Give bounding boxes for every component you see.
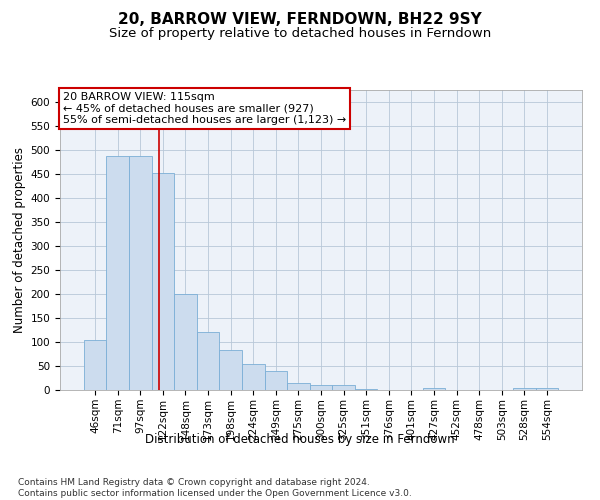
Bar [152,172,174,390]
Text: 20 BARROW VIEW: 115sqm
← 45% of detached houses are smaller (927)
55% of semi-de: 20 BARROW VIEW: 115sqm ← 45% of detached… [62,92,346,124]
Text: 20, BARROW VIEW, FERNDOWN, BH22 9SY: 20, BARROW VIEW, FERNDOWN, BH22 9SY [118,12,482,28]
Bar [513,388,536,390]
Bar [174,294,197,390]
Bar [332,385,355,390]
Text: Distribution of detached houses by size in Ferndown: Distribution of detached houses by size … [145,432,455,446]
Text: Contains HM Land Registry data © Crown copyright and database right 2024.
Contai: Contains HM Land Registry data © Crown c… [18,478,412,498]
Bar [355,388,377,390]
Bar [242,364,265,390]
Bar [310,385,332,390]
Bar [220,350,242,390]
Bar [84,340,106,390]
Bar [536,388,558,390]
Bar [106,156,129,390]
Y-axis label: Number of detached properties: Number of detached properties [13,147,26,333]
Bar [287,383,310,390]
Text: Size of property relative to detached houses in Ferndown: Size of property relative to detached ho… [109,28,491,40]
Bar [197,332,220,390]
Bar [422,388,445,390]
Bar [129,156,152,390]
Bar [265,371,287,390]
